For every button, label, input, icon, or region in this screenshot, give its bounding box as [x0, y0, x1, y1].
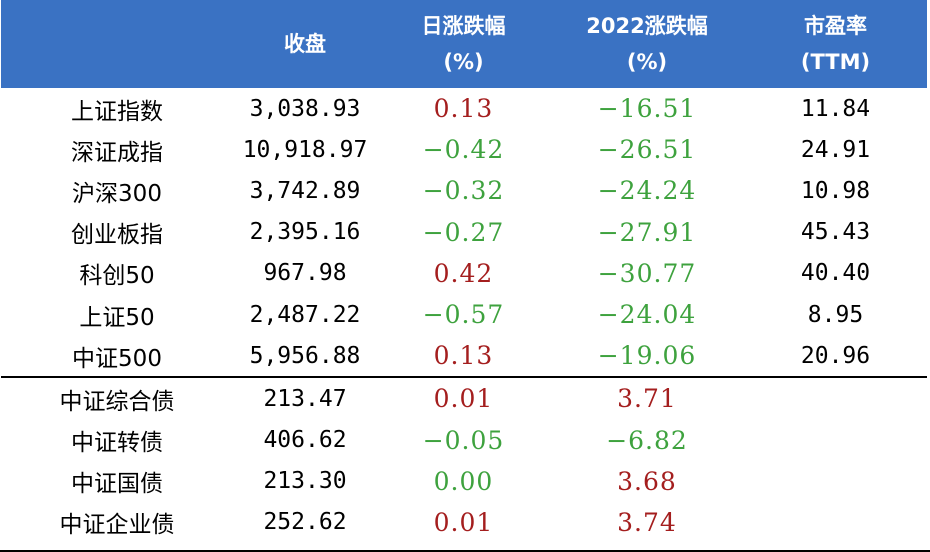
close-value-cell: 406.62 — [263, 427, 347, 454]
close-value-cell: 2,487.22 — [249, 301, 361, 328]
ytd-change-cell: −27.91 — [597, 217, 697, 247]
pe-ratio-cell: 40.40 — [800, 260, 871, 287]
index-name-cell: 沪深300 — [72, 180, 162, 207]
pe-ratio-cell: 11.84 — [800, 95, 871, 122]
header-name — [1, 0, 233, 88]
daily-change-cell: −0.57 — [422, 300, 505, 330]
ytd-change-cell: −26.51 — [597, 135, 697, 165]
daily-change-cell: −0.32 — [422, 176, 505, 206]
close-value-cell: 252.62 — [263, 509, 347, 536]
table-row: 中证国债 213.30 0.00 3.68 — [1, 461, 927, 502]
index-name-cell: 创业板指 — [71, 222, 163, 249]
close-value-cell: 213.47 — [233, 376, 377, 420]
table-row: 中证综合债 213.47 0.01 3.71 — [1, 376, 927, 420]
daily-change-cell: −0.27 — [422, 217, 505, 247]
index-name-cell: 中证转债 — [71, 430, 163, 457]
header-close-label: 收盘 — [284, 32, 326, 56]
table-row: 上证50 2,487.22 −0.57 −24.04 8.95 — [1, 294, 927, 335]
index-name-cell: 中证国债 — [71, 471, 163, 498]
table-row: 沪深300 3,742.89 −0.32 −24.24 10.98 — [1, 170, 927, 211]
ytd-change-cell: −30.77 — [597, 258, 697, 288]
close-value-cell: 10,918.97 — [242, 136, 368, 163]
index-name-cell: 深证成指 — [71, 139, 163, 166]
table-row: 中证500 5,956.88 0.13 −19.06 20.96 — [1, 335, 927, 377]
ytd-change-cell: −24.04 — [597, 300, 697, 330]
header-daily-change-label: 日涨跌幅 — [421, 14, 506, 38]
pe-ratio-cell — [744, 502, 927, 543]
ytd-change-cell: 3.71 — [550, 376, 744, 420]
daily-change-cell: 0.01 — [433, 507, 494, 537]
table-row: 中证企业债 252.62 0.01 3.74 — [1, 502, 927, 543]
close-value-cell: 2,395.16 — [249, 219, 361, 246]
pe-ratio-cell: 8.95 — [807, 301, 864, 328]
pe-ratio-cell: 10.98 — [800, 177, 871, 204]
index-name-cell: 上证50 — [79, 304, 155, 331]
header-pe-label: 市盈率 — [804, 14, 867, 38]
market-summary-table: 收盘 日涨跌幅 (%) 2022涨跌幅 (%) 市盈率 (TTM) 上证指数 3,… — [1, 0, 927, 543]
daily-change-cell: 0.13 — [433, 94, 494, 124]
index-name-cell: 上证指数 — [71, 98, 163, 125]
table-row: 中证转债 406.62 −0.05 −6.82 — [1, 420, 927, 461]
table-row: 上证指数 3,038.93 0.13 −16.51 11.84 — [1, 88, 927, 129]
close-value-cell: 3,038.93 — [249, 95, 361, 122]
index-name-cell: 科创50 — [79, 263, 155, 290]
header-close: 收盘 — [233, 0, 377, 88]
header-ytd-change-unit: (%) — [626, 50, 668, 74]
daily-change-cell: −0.42 — [422, 135, 505, 165]
close-value-cell: 5,956.88 — [249, 342, 361, 369]
index-name-cell: 中证企业债 — [59, 512, 175, 539]
header-daily-change-unit: (%) — [443, 50, 484, 74]
ytd-change-cell: −19.06 — [597, 341, 697, 371]
table-row: 创业板指 2,395.16 −0.27 −27.91 45.43 — [1, 212, 927, 253]
ytd-change-cell: −16.51 — [597, 94, 697, 124]
close-value-cell: 213.30 — [263, 468, 347, 495]
daily-change-cell: 0.01 — [377, 376, 550, 420]
table-row: 深证成指 10,918.97 −0.42 −26.51 24.91 — [1, 129, 927, 170]
pe-ratio-cell: 24.91 — [800, 136, 871, 163]
ytd-change-cell: −6.82 — [606, 425, 688, 455]
table-body: 上证指数 3,038.93 0.13 −16.51 11.84 深证成指 10,918.97… — [1, 88, 927, 543]
daily-change-cell: 0.13 — [433, 341, 494, 371]
bottom-rule — [0, 550, 930, 552]
table-header-row: 收盘 日涨跌幅 (%) 2022涨跌幅 (%) 市盈率 (TTM) — [1, 0, 927, 88]
pe-ratio-cell — [744, 461, 927, 502]
table-row: 科创50 967.98 0.42 −30.77 40.40 — [1, 253, 927, 294]
header-ytd-change-label: 2022涨跌幅 — [586, 14, 708, 38]
header-pe-unit: (TTM) — [800, 50, 871, 74]
daily-change-cell: −0.05 — [422, 425, 505, 455]
index-name-cell: 中证综合债 — [1, 376, 233, 420]
index-name-cell: 中证500 — [72, 345, 162, 372]
ytd-change-cell: 3.68 — [617, 466, 677, 496]
daily-change-cell: 0.42 — [433, 258, 494, 288]
header-daily-change: 日涨跌幅 (%) — [377, 0, 550, 88]
pe-ratio-cell — [744, 420, 927, 461]
pe-ratio-cell — [744, 376, 927, 420]
daily-change-cell: 0.00 — [433, 466, 494, 496]
ytd-change-cell: −24.24 — [597, 176, 697, 206]
close-value-cell: 967.98 — [263, 260, 347, 287]
header-ytd-change: 2022涨跌幅 (%) — [550, 0, 744, 88]
ytd-change-cell: 3.74 — [617, 507, 677, 537]
close-value-cell: 3,742.89 — [249, 177, 361, 204]
pe-ratio-cell: 45.43 — [800, 219, 871, 246]
header-pe: 市盈率 (TTM) — [744, 0, 927, 88]
pe-ratio-cell: 20.96 — [800, 342, 871, 369]
